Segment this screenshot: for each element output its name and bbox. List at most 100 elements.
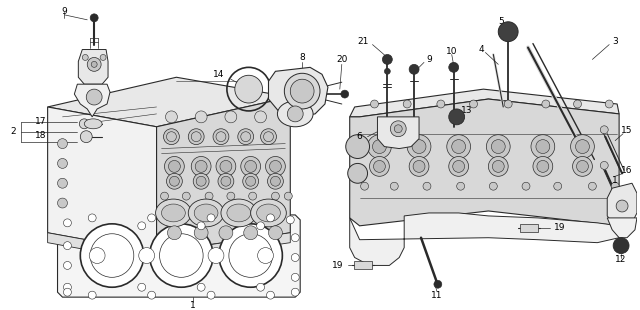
Text: 11: 11 <box>431 291 443 300</box>
Circle shape <box>88 291 96 299</box>
Polygon shape <box>607 218 637 238</box>
Circle shape <box>291 288 300 296</box>
Circle shape <box>246 176 255 186</box>
Circle shape <box>193 173 209 189</box>
Circle shape <box>195 161 207 172</box>
Circle shape <box>63 261 72 269</box>
Circle shape <box>80 131 92 143</box>
Circle shape <box>213 129 229 144</box>
Circle shape <box>195 111 207 123</box>
Circle shape <box>244 226 258 240</box>
Circle shape <box>573 100 582 108</box>
Text: 4: 4 <box>479 45 484 54</box>
Circle shape <box>367 135 391 158</box>
Circle shape <box>269 226 282 240</box>
Polygon shape <box>47 77 291 127</box>
Circle shape <box>148 214 156 222</box>
Circle shape <box>346 135 369 158</box>
Circle shape <box>611 182 619 190</box>
Polygon shape <box>354 261 372 269</box>
Circle shape <box>86 89 102 105</box>
Circle shape <box>437 100 445 108</box>
Polygon shape <box>269 67 328 117</box>
Circle shape <box>88 214 96 222</box>
Circle shape <box>87 57 101 71</box>
Ellipse shape <box>161 204 186 222</box>
Circle shape <box>413 161 425 172</box>
Circle shape <box>249 192 257 200</box>
Text: 8: 8 <box>300 53 305 62</box>
Circle shape <box>492 161 504 172</box>
Circle shape <box>600 162 608 169</box>
Circle shape <box>382 55 392 64</box>
Circle shape <box>613 238 629 254</box>
Circle shape <box>216 157 236 176</box>
Circle shape <box>220 161 232 172</box>
Circle shape <box>371 100 378 108</box>
Circle shape <box>522 182 530 190</box>
Circle shape <box>372 140 387 153</box>
Polygon shape <box>58 215 300 297</box>
Text: 21: 21 <box>357 37 368 46</box>
Circle shape <box>139 248 155 264</box>
Circle shape <box>284 192 292 200</box>
Circle shape <box>191 157 211 176</box>
Circle shape <box>486 135 510 158</box>
Circle shape <box>531 135 555 158</box>
Circle shape <box>360 182 369 190</box>
Circle shape <box>150 224 213 287</box>
Circle shape <box>138 283 146 291</box>
Circle shape <box>197 283 205 291</box>
Circle shape <box>291 273 300 281</box>
Circle shape <box>533 157 553 176</box>
Circle shape <box>58 158 67 168</box>
Text: 19: 19 <box>332 261 344 270</box>
Text: 16: 16 <box>621 166 633 175</box>
Circle shape <box>390 182 398 190</box>
Circle shape <box>287 106 303 122</box>
Circle shape <box>207 291 215 299</box>
Circle shape <box>536 140 550 153</box>
Circle shape <box>616 200 628 212</box>
Circle shape <box>573 157 593 176</box>
Text: 18: 18 <box>35 131 46 140</box>
Text: 15: 15 <box>621 126 633 135</box>
Circle shape <box>194 226 208 240</box>
Circle shape <box>208 248 224 264</box>
Circle shape <box>266 214 275 222</box>
Circle shape <box>504 100 512 108</box>
Circle shape <box>407 135 431 158</box>
Ellipse shape <box>188 199 224 227</box>
Circle shape <box>244 161 257 172</box>
Circle shape <box>340 90 349 98</box>
Circle shape <box>197 222 205 230</box>
Polygon shape <box>74 84 110 117</box>
Circle shape <box>241 157 260 176</box>
Circle shape <box>225 111 237 123</box>
Circle shape <box>58 178 67 188</box>
Circle shape <box>577 161 588 172</box>
Circle shape <box>163 129 179 144</box>
Circle shape <box>63 219 72 227</box>
Ellipse shape <box>156 199 191 227</box>
Ellipse shape <box>84 119 102 129</box>
Circle shape <box>266 291 275 299</box>
Circle shape <box>166 111 177 123</box>
Text: 19: 19 <box>554 223 565 232</box>
Circle shape <box>286 216 294 224</box>
Circle shape <box>166 173 182 189</box>
Polygon shape <box>349 89 619 117</box>
Circle shape <box>499 22 518 42</box>
Circle shape <box>385 68 390 74</box>
Text: 6: 6 <box>356 132 362 141</box>
Circle shape <box>182 192 190 200</box>
Text: 17: 17 <box>35 117 46 126</box>
Circle shape <box>291 234 300 242</box>
Circle shape <box>138 222 146 230</box>
Circle shape <box>280 111 291 123</box>
Circle shape <box>196 176 206 186</box>
Circle shape <box>271 192 280 200</box>
Circle shape <box>266 157 285 176</box>
Circle shape <box>434 280 442 288</box>
Circle shape <box>554 182 562 190</box>
